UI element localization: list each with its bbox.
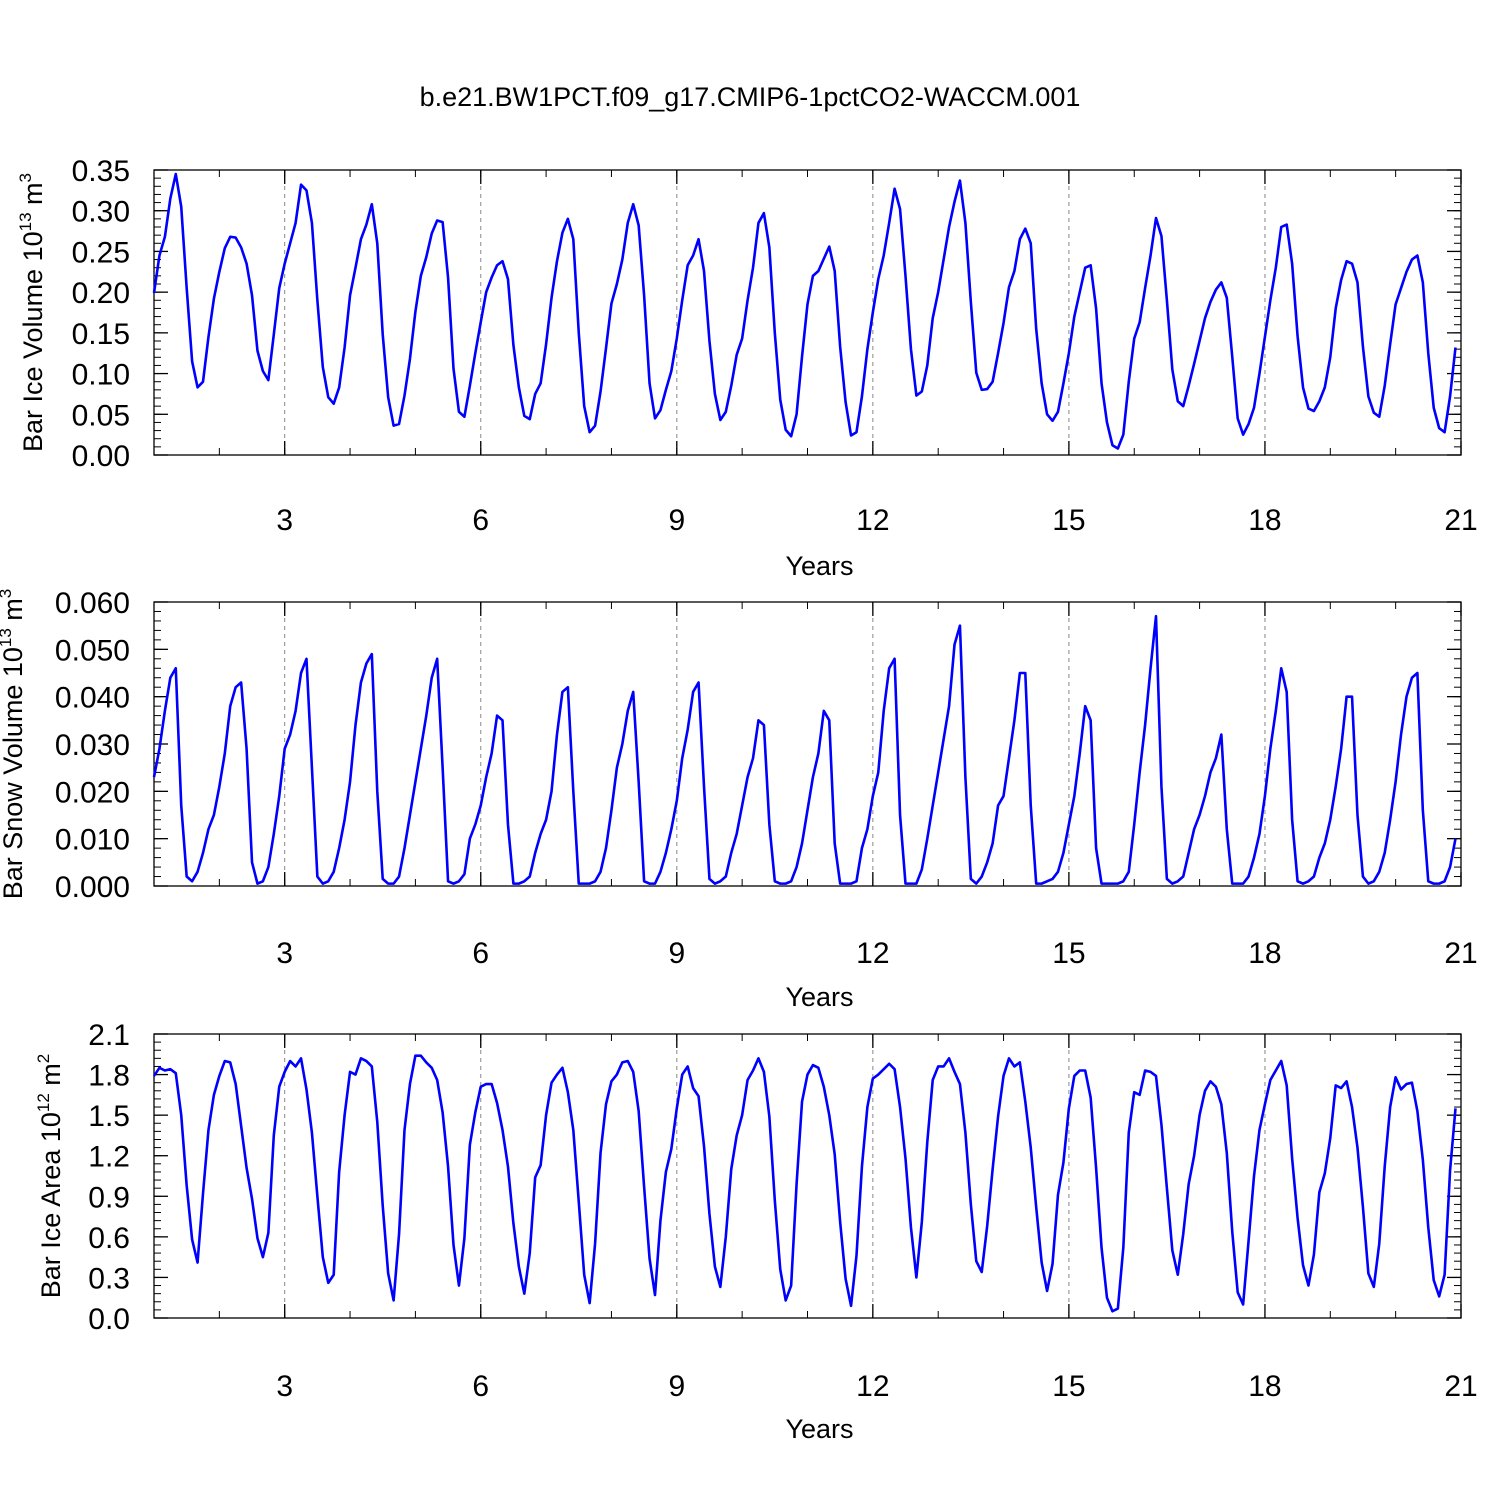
y-tick-label: 0.15: [72, 318, 130, 351]
x-tick-label: 9: [668, 504, 685, 537]
x-tick-label: 21: [1444, 1370, 1477, 1403]
x-tick-label: 6: [472, 1370, 489, 1403]
y-tick-label: 0.30: [72, 196, 130, 229]
x-tick-label: 12: [856, 937, 889, 970]
y-axis-title: Bar Ice Volume 1013 m3: [16, 173, 48, 452]
x-tick-label: 21: [1444, 504, 1477, 537]
panel-1: 0.00 0.05 0.10 0.15 0.20 0.25 0.30 0.35 3 6 9 12 15 1…: [16, 155, 1478, 581]
x-tick-label: 15: [1052, 1370, 1085, 1403]
y-axis-title: Bar Snow Volume 1013 m3: [0, 589, 28, 900]
y-tick-label: 0.0: [88, 1303, 130, 1336]
plot-frame: [153, 169, 1462, 456]
y-tick-label: 0.000: [55, 871, 130, 904]
x-axis-title: Years: [785, 1414, 853, 1444]
y-tick-label: 0.25: [72, 236, 130, 269]
x-axis-title: Years: [785, 551, 853, 581]
y-tick-label: 0.05: [72, 399, 130, 432]
x-tick-label: 21: [1444, 937, 1477, 970]
y-tick-label: 0.00: [72, 440, 130, 473]
x-tick-label: 6: [472, 504, 489, 537]
y-tick-label: 0.010: [55, 824, 130, 857]
x-tick-label: 9: [668, 1370, 685, 1403]
x-tick-label: 9: [668, 937, 685, 970]
panel-3: 0.0 0.3 0.6 0.9 1.2 1.5 1.8 2.1 3 6 9 12 15 18 21 Years…: [34, 1019, 1478, 1444]
x-axis-title: Years: [785, 982, 853, 1012]
y-tick-label: 0.030: [55, 729, 130, 762]
chart-title: b.e21.BW1PCT.f09_g17.CMIP6-1pctCO2-WACCM…: [420, 82, 1081, 112]
y-tick-label: 0.20: [72, 277, 130, 310]
x-tick-label: 3: [276, 937, 293, 970]
series-line: [152, 172, 1457, 450]
y-tick-label: 0.060: [55, 587, 130, 620]
y-tick-label: 0.10: [72, 359, 130, 392]
y-tick-label: 1.8: [88, 1060, 130, 1093]
panel-2: 0.000 0.010 0.020 0.030 0.040 0.050 0.060 3 6 9 12…: [0, 587, 1478, 1012]
x-tick-label: 15: [1052, 937, 1085, 970]
x-tick-label: 12: [856, 504, 889, 537]
x-tick-label: 3: [276, 504, 293, 537]
x-tick-label: 6: [472, 937, 489, 970]
y-tick-label: 0.9: [88, 1181, 130, 1214]
x-tick-label: 18: [1248, 1370, 1281, 1403]
x-tick-label: 3: [276, 1370, 293, 1403]
y-tick-label: 0.040: [55, 682, 130, 715]
series-line: [152, 1054, 1457, 1313]
x-tick-label: 18: [1248, 937, 1281, 970]
y-tick-label: 1.2: [88, 1141, 130, 1174]
plot-frame: [153, 601, 1462, 887]
y-tick-label: 0.6: [88, 1222, 130, 1255]
y-tick-label: 0.050: [55, 634, 130, 667]
y-tick-label: 2.1: [88, 1019, 130, 1052]
x-tick-label: 15: [1052, 504, 1085, 537]
plot-frame: [153, 1033, 1462, 1319]
x-tick-label: 18: [1248, 504, 1281, 537]
y-tick-label: 0.35: [72, 155, 130, 188]
y-tick-label: 1.5: [88, 1100, 130, 1133]
x-tick-label: 12: [856, 1370, 889, 1403]
y-tick-label: 0.020: [55, 776, 130, 809]
y-tick-label: 0.3: [88, 1262, 130, 1295]
y-axis-title: Bar Ice Area 1012 m2: [34, 1054, 66, 1299]
series-line: [152, 614, 1457, 885]
